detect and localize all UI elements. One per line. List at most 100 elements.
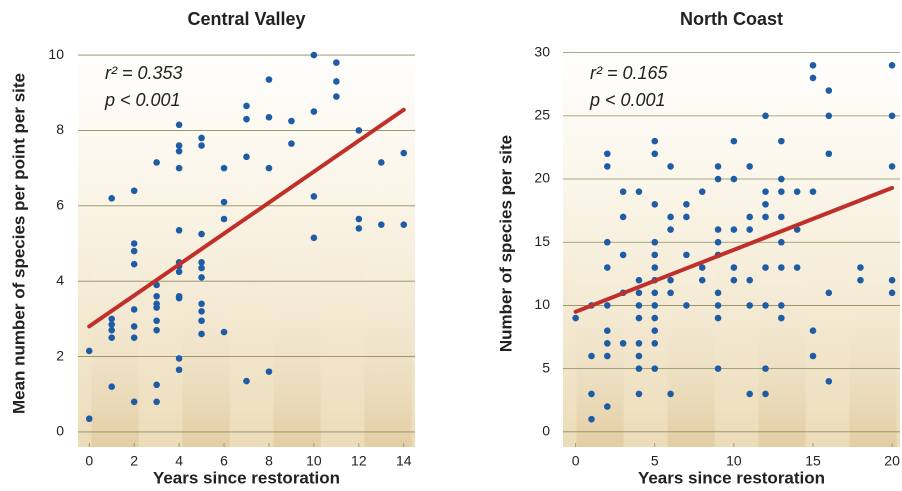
data-point [175, 366, 183, 374]
data-point [175, 121, 183, 129]
data-point [310, 108, 318, 115]
data-point [604, 352, 611, 360]
y-tick-label: 15 [534, 233, 550, 249]
data-point [683, 302, 690, 309]
y-tick-label: 6 [56, 197, 64, 213]
data-point [778, 175, 785, 183]
data-point [198, 330, 205, 338]
data-point [333, 59, 340, 66]
data-point [825, 377, 833, 385]
data-point [198, 230, 205, 238]
y-tick-label: 8 [56, 121, 64, 137]
y-axis-label: Number of species per site [496, 135, 515, 352]
y-tick-label: 10 [534, 296, 550, 312]
data-point [778, 302, 785, 309]
data-point [175, 294, 183, 302]
data-point [243, 115, 250, 123]
data-point [619, 188, 627, 195]
data-point [588, 415, 595, 423]
data-point [651, 327, 659, 335]
data-point [108, 194, 115, 202]
data-point [572, 314, 579, 322]
regression-line [87, 107, 406, 329]
data-point [809, 61, 817, 69]
x-tick-label: 12 [351, 453, 367, 469]
data-point [762, 112, 769, 120]
y-tick-label: 30 [534, 43, 550, 59]
data-point [698, 188, 706, 195]
data-point [793, 226, 801, 233]
data-point [651, 365, 659, 372]
data-point [355, 225, 363, 232]
data-point [746, 276, 753, 284]
chart-title: Central Valley [187, 9, 305, 29]
data-point [857, 264, 864, 271]
x-tick-label: 0 [572, 453, 580, 469]
y-axis-label: Mean number of species per point per sit… [9, 73, 28, 414]
data-point [778, 238, 785, 246]
data-point [108, 334, 115, 342]
data-point [265, 113, 273, 121]
data-point [667, 390, 674, 398]
data-point [714, 163, 722, 170]
data-point [130, 306, 138, 313]
data-point [108, 321, 115, 328]
data-point [108, 326, 115, 334]
data-point [698, 264, 706, 271]
data-point [746, 213, 753, 221]
data-point [108, 315, 115, 323]
data-point [175, 147, 183, 155]
y-tick-label: 10 [48, 46, 64, 62]
data-point [651, 264, 659, 271]
data-point [604, 302, 611, 309]
data-point [651, 314, 659, 322]
data-point [130, 323, 138, 330]
data-point [888, 61, 896, 69]
data-point [588, 352, 595, 360]
data-point [265, 164, 273, 172]
data-point [198, 264, 205, 272]
data-point [714, 238, 722, 246]
data-point [153, 381, 160, 389]
y-tick-label: 0 [56, 423, 64, 439]
data-point [619, 340, 627, 347]
y-tick-label: 0 [542, 423, 550, 439]
plot-band [182, 162, 230, 447]
data-point [355, 215, 363, 223]
data-point [635, 365, 643, 372]
data-point [198, 300, 205, 308]
data-point [667, 276, 674, 284]
data-point [667, 213, 674, 221]
data-point [243, 102, 250, 110]
data-point [153, 159, 160, 166]
data-point [333, 78, 340, 85]
stat-annotation: r² = 0.165 [590, 63, 669, 83]
data-point [825, 150, 833, 158]
data-point [153, 398, 160, 406]
data-point [153, 292, 160, 300]
x-tick-label: 6 [220, 453, 228, 469]
data-point [778, 137, 785, 145]
stat-annotation: r² = 0.353 [105, 63, 183, 83]
x-tick-label: 14 [396, 453, 412, 469]
data-point [714, 175, 722, 183]
data-point [746, 163, 753, 170]
data-point [153, 304, 160, 311]
data-point [175, 268, 183, 276]
data-point [635, 302, 643, 309]
data-point [85, 347, 93, 355]
data-point [198, 134, 205, 142]
data-point [635, 276, 643, 284]
data-point [730, 175, 738, 183]
data-point [310, 234, 318, 242]
data-point [635, 188, 643, 195]
data-point [667, 289, 674, 297]
data-point [588, 390, 595, 398]
data-point [619, 213, 627, 221]
x-tick-label: 15 [805, 453, 821, 469]
data-point [714, 289, 722, 297]
y-tick-label: 4 [56, 272, 64, 288]
data-point [762, 188, 769, 195]
data-point [651, 201, 659, 208]
data-point [198, 308, 205, 315]
